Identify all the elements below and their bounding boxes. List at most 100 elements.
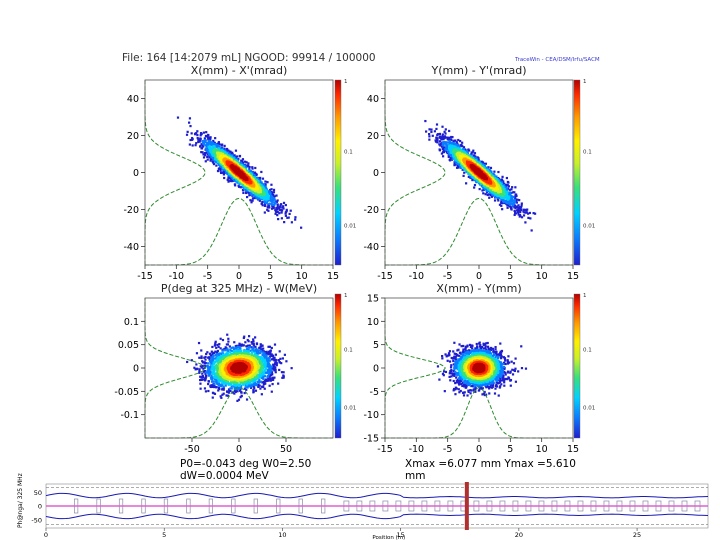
particle	[203, 139, 206, 142]
particle	[266, 181, 269, 184]
particle	[265, 188, 268, 191]
particle	[504, 201, 507, 205]
x-tick-label: 10	[296, 271, 308, 282]
particle	[497, 170, 500, 174]
particle	[441, 141, 444, 144]
particle	[241, 160, 244, 163]
particle	[226, 178, 229, 181]
particle	[199, 137, 202, 141]
particle	[452, 154, 455, 158]
particle	[263, 211, 266, 214]
particle	[270, 191, 273, 194]
particle	[278, 206, 281, 210]
particle	[185, 133, 189, 136]
particle	[212, 156, 215, 159]
particle	[435, 127, 438, 131]
particle	[236, 181, 239, 184]
particle	[260, 202, 264, 205]
particle	[272, 188, 276, 191]
particle	[286, 216, 289, 219]
particle	[199, 144, 202, 148]
particle	[443, 141, 446, 144]
particle	[250, 201, 253, 204]
particle	[442, 155, 445, 158]
particle	[186, 130, 189, 133]
particle	[254, 173, 258, 176]
particle	[517, 206, 520, 209]
particle	[451, 157, 454, 160]
particle	[280, 211, 283, 214]
particle	[197, 138, 200, 141]
particle	[453, 162, 456, 165]
particle	[268, 202, 271, 205]
particle	[269, 194, 272, 197]
particle	[490, 175, 493, 178]
particle	[470, 151, 473, 154]
particle	[195, 142, 198, 145]
particle	[522, 210, 525, 213]
phase-panel-2: Y(mm) - Y'(mrad)-15 -10 -5 0 5 10 1540200-20-4…	[363, 64, 595, 282]
particle	[278, 205, 282, 208]
particle	[203, 152, 207, 155]
particle	[428, 128, 431, 131]
particle	[484, 188, 487, 191]
y-tick-label: 20	[127, 131, 139, 142]
particle	[456, 146, 459, 149]
particle	[282, 207, 285, 210]
particle	[283, 221, 286, 224]
particle	[461, 141, 464, 144]
particle	[499, 185, 502, 188]
particle	[484, 162, 488, 165]
particle	[191, 136, 194, 140]
particle	[275, 206, 278, 210]
particle	[507, 197, 511, 200]
particle	[210, 146, 213, 149]
particle	[486, 190, 489, 193]
particle	[465, 182, 468, 185]
particle	[265, 201, 268, 204]
particle	[487, 172, 490, 175]
particle	[446, 145, 450, 149]
particle	[201, 145, 205, 148]
particle	[210, 144, 213, 147]
particle	[237, 184, 240, 187]
particle	[203, 153, 206, 156]
particle	[455, 141, 458, 144]
particle	[249, 191, 253, 194]
particle	[228, 174, 232, 177]
particle	[200, 151, 203, 154]
y-tick-label: 0	[133, 168, 139, 179]
particle	[261, 198, 264, 201]
particle	[462, 146, 466, 149]
particle	[483, 165, 486, 168]
particle	[506, 206, 509, 209]
particle	[435, 123, 439, 126]
particle	[257, 180, 260, 183]
particle	[288, 212, 291, 216]
particle	[492, 185, 495, 188]
particle	[498, 203, 502, 206]
particle	[522, 214, 526, 217]
particle	[272, 205, 275, 208]
particle	[515, 201, 518, 204]
particle	[470, 173, 474, 176]
y-tick-label: -40	[123, 242, 139, 253]
particle	[264, 180, 267, 183]
particle	[424, 119, 427, 123]
particle	[509, 203, 512, 206]
particle	[468, 172, 471, 176]
particle	[278, 212, 281, 215]
particle	[528, 211, 531, 215]
particle	[287, 216, 290, 219]
particle	[208, 156, 211, 159]
particle	[478, 160, 481, 163]
particle	[445, 148, 448, 152]
particle	[251, 197, 255, 200]
particle	[196, 136, 199, 140]
particle	[459, 155, 462, 158]
particle	[258, 199, 261, 202]
particle	[505, 192, 509, 196]
particle	[212, 162, 216, 166]
colorbar-tick-label: 0.01	[344, 223, 356, 229]
particle	[237, 179, 240, 183]
